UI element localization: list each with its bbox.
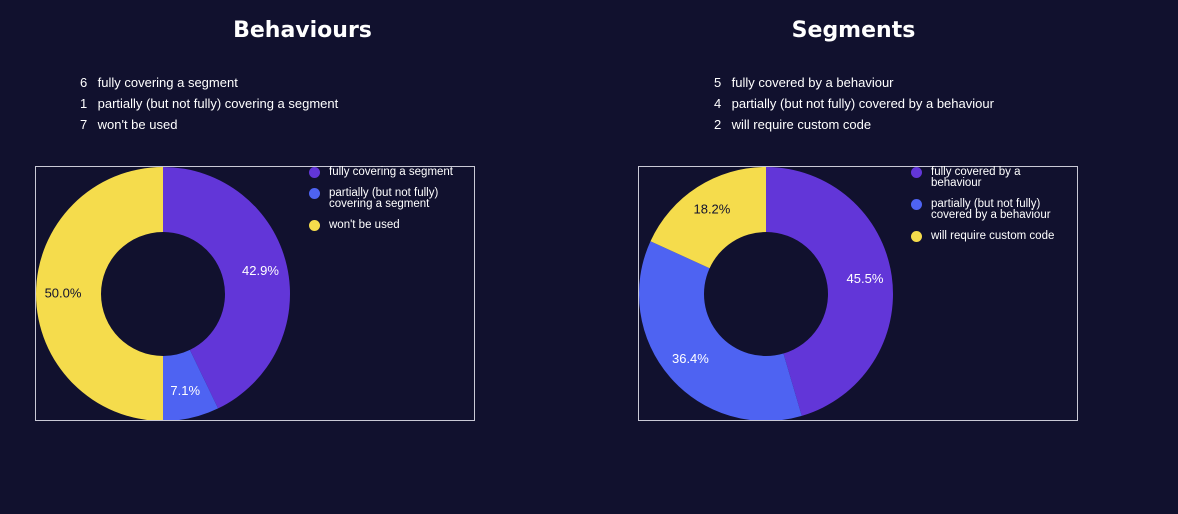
legend-item: fully covering a segment [309,166,474,178]
legend-swatch [309,188,320,199]
behaviours-legend: fully covering a segment partially (but n… [309,166,474,241]
legend-swatch [309,220,320,231]
segments-legend: fully covered by a behaviour partially (bu… [911,166,1069,252]
slice-percentage-label: 36.4% [672,351,709,366]
summary-count: 6 [80,75,88,90]
summary-count: 2 [714,117,722,132]
summary-count: 4 [714,96,722,111]
segments-donut: 45.5% 36.4% 18.2% [639,167,893,420]
segments-summary: 5 fully covered by a behaviour 4 partial… [714,72,994,135]
summary-count: 1 [80,96,88,111]
summary-text: fully covering a segment [97,75,238,90]
legend-label: fully covering a segment [329,166,454,178]
legend-item: partially (but not fully) covered by a be… [911,198,1069,221]
segments-title: Segments [791,18,916,43]
donut-slice [163,349,219,420]
legend-label: partially (but not fully) covered by a be… [931,198,1051,221]
legend-label: fully covered by a behaviour [931,166,1021,189]
behaviours-panel: Behaviours 6 fully covering a segment 1 … [35,18,475,421]
slice-percentage-label: 7.1% [170,383,200,398]
slice-percentage-label: 18.2% [693,201,730,216]
legend-swatch [911,167,922,178]
donut-slice [36,167,163,420]
legend-swatch [911,231,922,242]
legend-item: partially (but not fully) covering a segm… [309,187,474,210]
summary-row: 6 fully covering a segment [80,72,338,93]
legend-label: won't be used [329,219,400,231]
legend-swatch [309,167,320,178]
behaviours-chart: 42.9% 7.1% 50.0% fully covering a segment p… [35,166,475,421]
donut-slice [650,167,766,269]
behaviours-summary: 6 fully covering a segment 1 partially (… [80,72,338,135]
summary-count: 5 [714,75,722,90]
summary-text: fully covered by a behaviour [731,75,894,90]
donut-slice [639,241,802,420]
summary-row: 5 fully covered by a behaviour [714,72,994,93]
donut-slice [163,167,290,409]
summary-row: 1 partially (but not fully) covering a s… [80,93,338,114]
summary-count: 7 [80,117,88,132]
summary-text: partially (but not fully) covering a seg… [97,96,339,111]
legend-label: partially (but not fully) covering a segm… [329,187,439,210]
segments-chart: 45.5% 36.4% 18.2% fully covered by a behavi… [638,166,1078,421]
legend-swatch [911,199,922,210]
legend-item: won't be used [309,219,474,231]
legend-label: will require custom code [931,230,1055,242]
legend-item: will require custom code [911,230,1069,242]
legend-item: fully covered by a behaviour [911,166,1069,189]
summary-row: 2 will require custom code [714,114,994,135]
behaviours-donut: 42.9% 7.1% 50.0% [36,167,290,420]
slice-percentage-label: 45.5% [847,271,884,286]
segments-panel: Segments 5 fully covered by a behaviour … [589,0,1178,514]
summary-row: 7 won't be used [80,114,338,135]
summary-text: partially (but not fully) covered by a b… [731,96,994,111]
behaviours-title: Behaviours [233,18,372,43]
slice-percentage-label: 50.0% [45,285,82,300]
summary-text: will require custom code [731,117,872,132]
summary-text: won't be used [97,117,178,132]
slice-percentage-label: 42.9% [242,263,279,278]
summary-row: 4 partially (but not fully) covered by a… [714,93,994,114]
donut-slice [766,167,893,416]
